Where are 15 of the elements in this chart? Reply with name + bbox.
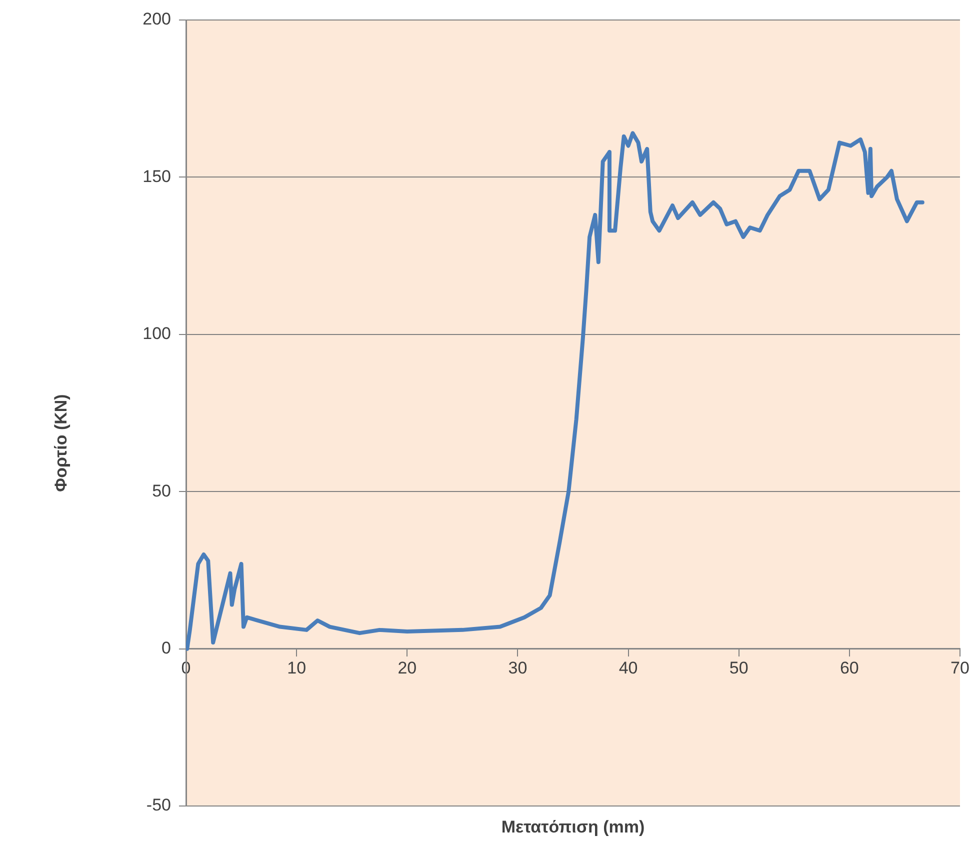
y-tick-label: 150 bbox=[142, 166, 171, 186]
x-tick-label: 60 bbox=[840, 658, 859, 678]
y-tick-label: 50 bbox=[152, 481, 171, 500]
x-tick-label: 10 bbox=[287, 658, 306, 678]
x-axis-title: Μετατόπιση (mm) bbox=[501, 818, 645, 837]
x-tick-label: 50 bbox=[729, 658, 748, 678]
y-tick-label: 200 bbox=[142, 10, 171, 29]
y-tick-label: 0 bbox=[162, 638, 171, 658]
x-tick-label: 30 bbox=[508, 658, 528, 678]
x-tick-label: 20 bbox=[398, 658, 417, 678]
x-tick-label: 40 bbox=[618, 658, 638, 678]
y-tick-label: -50 bbox=[146, 796, 171, 815]
y-axis-title: Φορτίο (KN) bbox=[52, 394, 71, 492]
y-tick-label: 100 bbox=[142, 324, 171, 344]
x-tick-label: 70 bbox=[950, 658, 970, 678]
